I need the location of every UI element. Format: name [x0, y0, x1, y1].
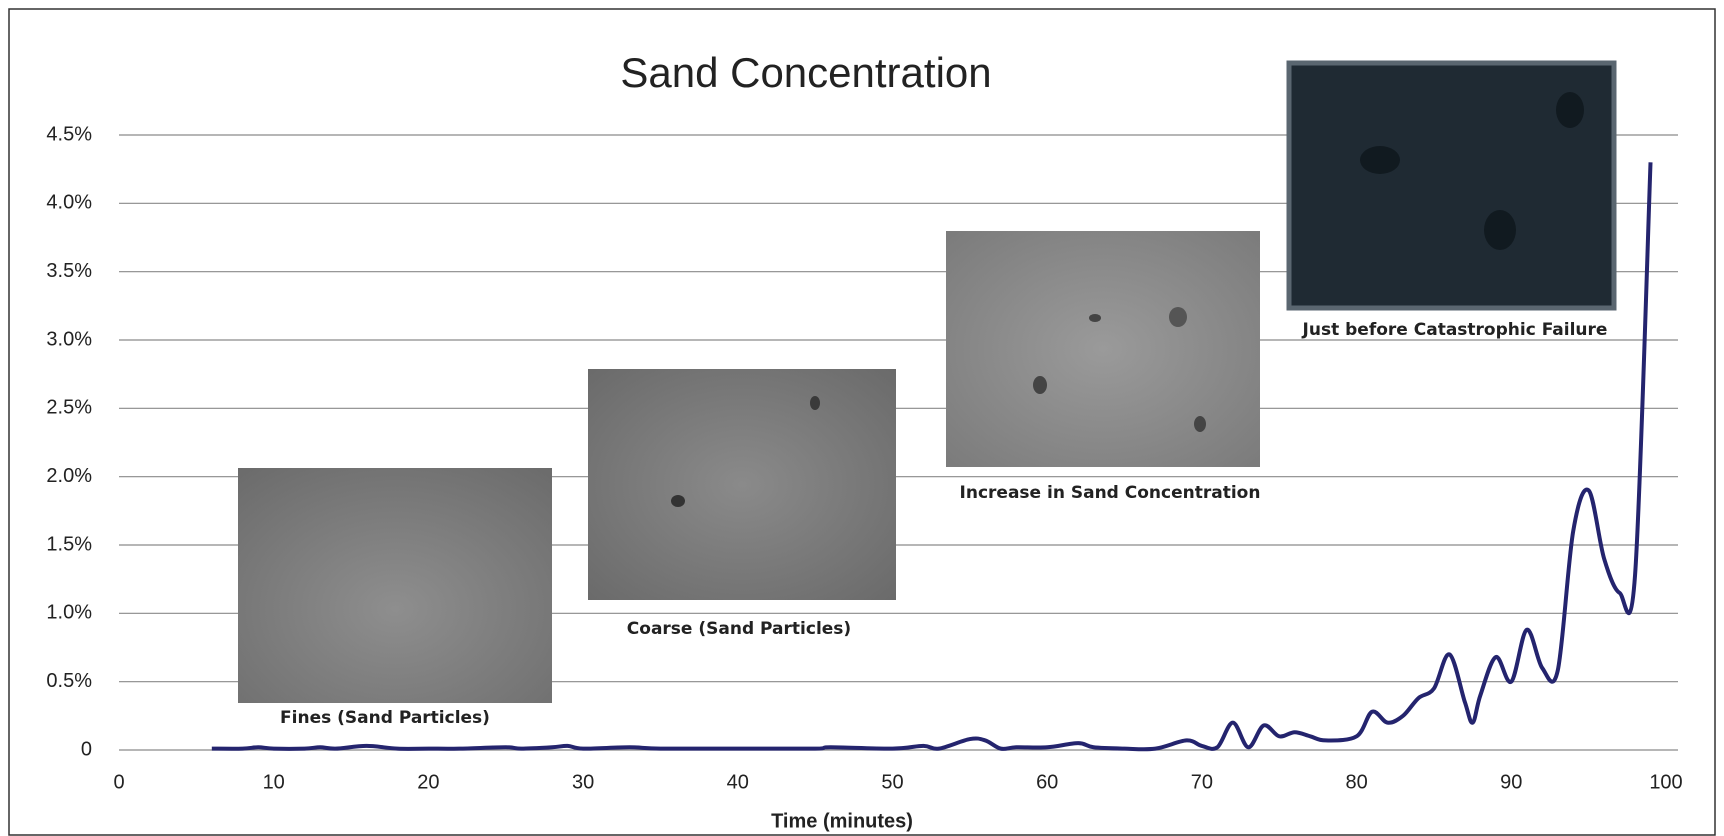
particle — [1169, 307, 1187, 327]
particle — [671, 495, 685, 507]
x-tick-label: 100 — [1649, 771, 1682, 793]
y-tick-label: 3.0% — [46, 328, 92, 350]
photo-increase — [946, 231, 1260, 467]
x-tick-label: 50 — [881, 771, 903, 793]
image-caption: Fines (Sand Particles) — [280, 708, 490, 728]
particle — [1194, 416, 1206, 432]
y-tick-label: 2.0% — [46, 465, 92, 487]
particle — [1556, 92, 1584, 128]
y-tick-label: 3.5% — [46, 260, 92, 282]
x-tick-label: 10 — [263, 771, 285, 793]
images — [238, 63, 1614, 703]
y-tick-label: 1.5% — [46, 533, 92, 555]
particle — [1089, 314, 1101, 322]
photo-fines — [238, 468, 552, 703]
y-tick-label: 4.5% — [46, 123, 92, 145]
x-axis-label: Time (minutes) — [771, 810, 913, 832]
x-tick-label: 30 — [572, 771, 594, 793]
image-caption: Increase in Sand Concentration — [960, 483, 1261, 503]
x-tick-label: 70 — [1191, 771, 1213, 793]
x-tick-label: 60 — [1036, 771, 1058, 793]
particle — [1033, 376, 1047, 394]
x-tick-label: 0 — [113, 771, 124, 793]
x-tick-label: 80 — [1345, 771, 1367, 793]
x-tick-label: 90 — [1500, 771, 1522, 793]
x-tick-label: 20 — [417, 771, 439, 793]
photo-coarse — [588, 369, 896, 600]
page: Sand Concentration Time (minutes) 0 0.5% 1… — [0, 0, 1724, 836]
y-tick-label: 0 — [81, 738, 92, 760]
particle — [1484, 210, 1516, 250]
image-caption: Coarse (Sand Particles) — [627, 619, 851, 639]
chart: Sand Concentration Time (minutes) 0 0.5% 1… — [0, 0, 1724, 836]
x-tick-label: 40 — [727, 771, 749, 793]
particle — [810, 396, 820, 410]
chart-title: Sand Concentration — [620, 49, 991, 96]
image-caption: Just before Catastrophic Failure — [1302, 320, 1608, 340]
y-tick-label: 0.5% — [46, 670, 92, 692]
particle — [1360, 146, 1400, 174]
y-tick-label: 2.5% — [46, 397, 92, 419]
y-tick-label: 4.0% — [46, 192, 92, 214]
y-tick-label: 1.0% — [46, 602, 92, 624]
